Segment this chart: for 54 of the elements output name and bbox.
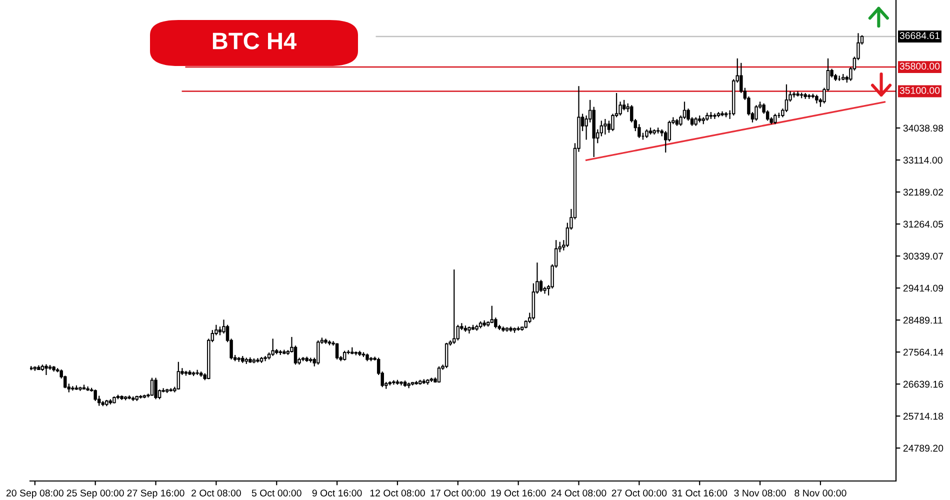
x-tick-label: 27 Oct 00:00	[612, 490, 667, 496]
candlestick	[754, 104, 758, 122]
candlestick	[452, 268, 456, 344]
y-tick-label: 26639.16	[903, 380, 944, 388]
x-tick-label: 25 Sep 00:00	[66, 490, 124, 498]
candlestick	[604, 118, 607, 136]
text: BTC H4	[212, 32, 297, 50]
x-tick-label: 12 Oct 08:00	[370, 490, 425, 496]
y-tick-label: 32189.02	[903, 188, 944, 196]
candlestick	[316, 340, 320, 366]
y-tick-label: 27564.14	[903, 348, 944, 356]
x-tick-label: 3 Nov 08:00	[734, 490, 786, 496]
x-tick-label: 9 Oct 16:00	[312, 490, 362, 496]
ref-line-label: 35800.00	[900, 62, 940, 70]
candlestick	[392, 380, 396, 386]
candlestick	[342, 350, 346, 362]
ref-line-label: 36684.61	[900, 32, 940, 40]
candlestick	[494, 317, 498, 329]
candlestick	[774, 113, 777, 125]
candlestick	[176, 361, 180, 390]
candlestick	[668, 120, 672, 142]
y-tick-label: 34038.98	[903, 124, 944, 132]
x-tick-label: 31 Oct 16:00	[672, 490, 728, 496]
y-tick-label: 30339.07	[903, 252, 944, 260]
y-tick-label: 29414.09	[903, 284, 944, 292]
candlestick	[713, 112, 716, 120]
x-tick-label: 5 Oct 00:00	[252, 490, 302, 496]
x-tick-label: 24 Oct 08:00	[551, 490, 606, 496]
candlestick	[154, 377, 158, 400]
candlestick	[444, 342, 448, 369]
x-tick-label: 17 Oct 00:00	[430, 490, 486, 496]
candlestick	[490, 305, 494, 324]
candlestick	[539, 279, 543, 293]
candlestick	[456, 324, 460, 341]
candlestick	[94, 388, 97, 402]
candlestick	[335, 342, 339, 360]
y-tick-label: 33114.00	[903, 156, 942, 164]
x-tick-label: 20 Sep 08:00	[6, 490, 64, 498]
candlestick	[437, 366, 441, 384]
candlestick	[271, 338, 274, 357]
x-tick-label: 2 Oct 08:00	[192, 490, 241, 496]
ref-line-label: 35100.00	[900, 87, 940, 94]
y-tick-label: 31264.05	[903, 220, 944, 228]
y-tick-label: 28489.11	[903, 316, 942, 324]
candlestick	[622, 99, 626, 111]
candlestick	[600, 120, 604, 137]
x-tick-label: 8 Nov 00:00	[794, 490, 846, 496]
candlestick	[784, 84, 788, 113]
y-tick-label: 24789.20	[903, 444, 944, 452]
x-tick-label: 27 Sep 16:00	[127, 490, 184, 498]
x-tick-label: 19 Oct 16:00	[491, 490, 546, 496]
candlestick	[150, 377, 154, 396]
candlestick	[44, 364, 48, 376]
y-tick-label: 25714.18	[903, 412, 944, 420]
